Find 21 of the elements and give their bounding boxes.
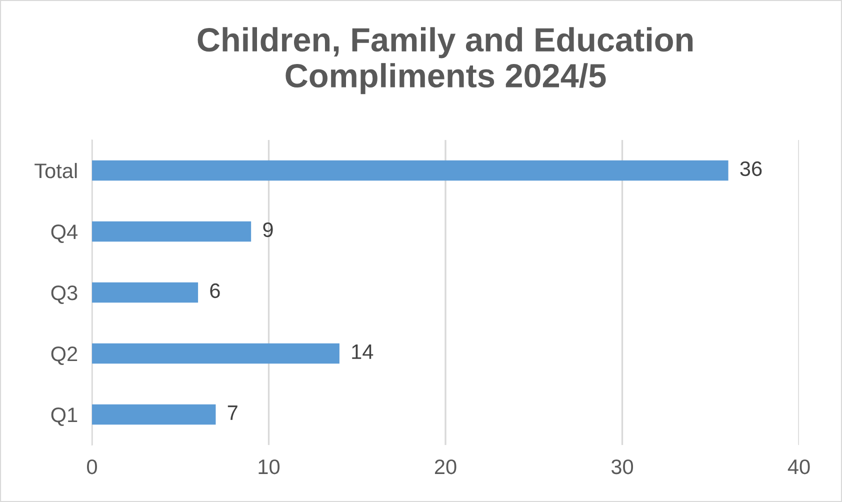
x-tick-label: 20 [434,459,456,474]
y-tick-label: Q4 [51,224,78,243]
bar [92,343,340,364]
y-tick-label: Q3 [51,286,78,304]
chart-title: Children, Family and Education Compliments 2024/5 [198,27,693,94]
x-tick-label: 30 [611,459,634,474]
y-tick-label: Q2 [51,346,78,365]
x-tick-label: 0 [87,459,97,474]
x-tick-label: 10 [258,459,280,474]
data-label: 14 [352,344,374,359]
data-label: 7 [228,406,238,420]
bar [92,282,198,303]
data-label: 36 [740,161,762,176]
bar [92,160,728,181]
y-tick-label: Q1 [51,408,78,426]
y-tick-label: Total [34,162,77,178]
x-tick-label: 40 [788,459,810,474]
bar [92,221,252,242]
bar [92,404,216,425]
data-label: 9 [263,222,273,238]
data-label: 6 [210,283,220,298]
